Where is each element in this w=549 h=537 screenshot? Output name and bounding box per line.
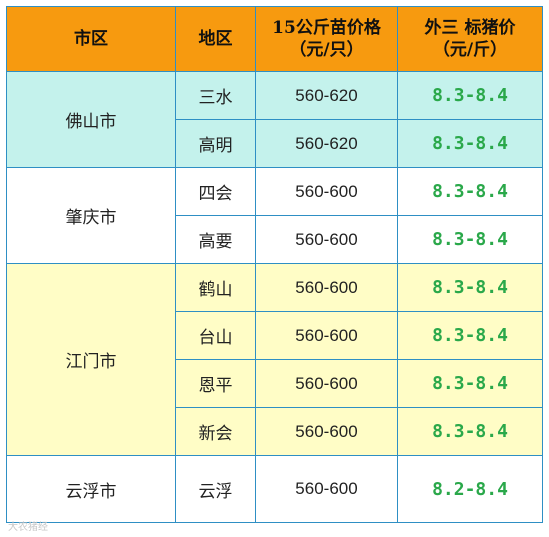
table-row: 佛山市 三水 560-620 8.3-8.4 [6, 71, 543, 168]
header-hog-line2: （元/斤） [432, 40, 508, 60]
hog-price-cell: 8.3-8.4 [397, 407, 543, 456]
piglet-price-cell: 560-620 [255, 71, 398, 120]
header-piglet-line2: （元/只） [289, 40, 364, 60]
district-cell: 高要 [175, 215, 256, 264]
header-city: 市区 [6, 6, 176, 72]
piglet-price-cell: 560-600 [255, 167, 398, 216]
district-cell: 台山 [175, 311, 256, 360]
table-row: 台山 560-600 8.3-8.4 [7, 311, 543, 360]
watermark: 大农猪经 [8, 518, 48, 533]
table-row: 高明 560-620 8.3-8.4 [7, 119, 543, 168]
hog-price-cell: 8.3-8.4 [397, 167, 543, 216]
hog-price-cell: 8.3-8.4 [397, 215, 543, 264]
piglet-price-cell: 560-600 [255, 407, 398, 456]
district-cell: 高明 [175, 119, 256, 168]
hog-price-cell: 8.3-8.4 [397, 359, 543, 408]
piglet-price-cell: 560-600 [255, 215, 398, 264]
table-row: 肇庆市 四会 560-600 8.3-8.4 [6, 167, 543, 264]
hog-price-cell: 8.3-8.4 [397, 71, 543, 120]
piglet-price-cell: 560-600 [255, 263, 398, 312]
district-cell: 云浮 [175, 455, 256, 523]
header-piglet-line1: 15公斤苗价格 [272, 18, 381, 38]
header-row: 市区 地区 15公斤苗价格 （元/只） 外三 标猪价 （元/斤） [6, 6, 543, 72]
district-cell: 三水 [175, 71, 256, 120]
pig-price-table: 市区 地区 15公斤苗价格 （元/只） 外三 标猪价 （元/斤） 佛山市 三水 … [6, 6, 543, 523]
city-cell: 云浮市 [6, 455, 176, 523]
hog-price-cell: 8.3-8.4 [397, 263, 543, 312]
district-cell: 新会 [175, 407, 256, 456]
table-row: 高要 560-600 8.3-8.4 [7, 215, 543, 264]
hog-price-cell: 8.3-8.4 [397, 311, 543, 360]
header-piglet-price: 15公斤苗价格 （元/只） [255, 6, 398, 72]
city-cell: 肇庆市 [6, 167, 176, 264]
piglet-price-cell: 560-600 [255, 455, 398, 523]
hog-price-cell: 8.3-8.4 [397, 119, 543, 168]
piglet-price-cell: 560-600 [255, 359, 398, 408]
district-cell: 鹤山 [175, 263, 256, 312]
city-cell: 江门市 [6, 263, 176, 456]
piglet-price-cell: 560-600 [255, 311, 398, 360]
city-cell: 佛山市 [6, 71, 176, 168]
piglet-price-cell: 560-620 [255, 119, 398, 168]
hog-price-cell: 8.2-8.4 [397, 455, 543, 523]
watermark-text: 大农猪经 [8, 522, 48, 533]
table-row: 云浮市 云浮 560-600 8.2-8.4 [6, 455, 543, 523]
header-hog-price: 外三 标猪价 （元/斤） [397, 6, 543, 72]
district-cell: 恩平 [175, 359, 256, 408]
table-row: 江门市 鹤山 560-600 8.3-8.4 [6, 263, 543, 456]
header-district: 地区 [175, 6, 256, 72]
district-cell: 四会 [175, 167, 256, 216]
table-row: 恩平 560-600 8.3-8.4 [7, 359, 543, 408]
table-row: 新会 560-600 8.3-8.4 [7, 407, 543, 456]
header-hog-line1: 外三 标猪价 [424, 18, 516, 38]
